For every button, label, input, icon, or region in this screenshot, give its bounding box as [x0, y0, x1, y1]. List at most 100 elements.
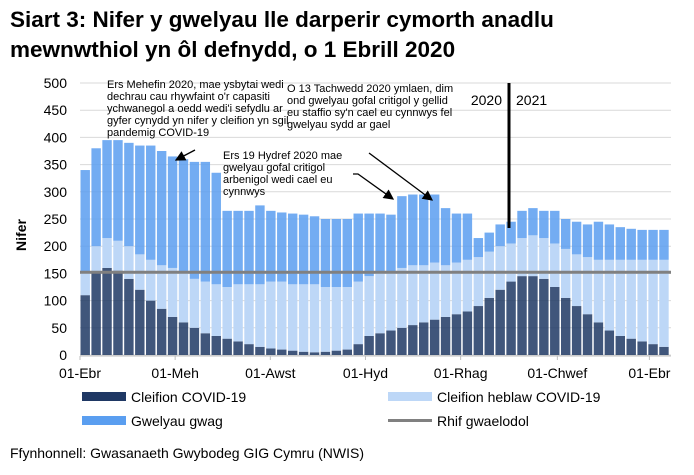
y-tick-label: 50	[51, 320, 67, 336]
bar-non-covid	[506, 243, 516, 282]
bar-empty-beds	[582, 224, 593, 258]
bar-covid	[200, 333, 211, 355]
legend-label-empty-beds: Gwelyau gwag	[131, 413, 223, 429]
bar-covid	[266, 348, 276, 355]
annotation-2-line: eu staffio sy'n cael eu cynnwys fel	[287, 107, 452, 119]
bar-empty-beds	[113, 140, 123, 241]
y-tick-label: 250	[44, 211, 68, 227]
bar-empty-beds	[124, 142, 134, 247]
bar-empty-beds	[517, 210, 527, 239]
bar-empty-beds	[408, 194, 418, 266]
chart-title-line-1: Siart 3: Nifer y gwelyau lle darperir cy…	[10, 7, 554, 32]
annotation-3-line: Ers 19 Hydref 2020 mae	[223, 150, 342, 162]
annotation-3: Ers 19 Hydref 2020 mae gwelyau gofal cri…	[223, 150, 342, 198]
bar-non-covid	[495, 246, 505, 290]
y-tick-label: 0	[59, 347, 67, 363]
bar-non-covid	[528, 235, 538, 277]
bar-covid	[80, 295, 90, 355]
bar-empty-beds	[604, 224, 615, 260]
bar-covid	[331, 350, 342, 355]
bar-empty-beds	[593, 221, 604, 260]
bar-non-covid	[462, 259, 473, 312]
bar-empty-beds	[571, 221, 582, 255]
bar-non-covid	[615, 259, 625, 336]
bar-covid	[582, 314, 593, 355]
bar-empty-beds	[287, 213, 298, 285]
bar-non-covid	[80, 273, 90, 296]
y-tick-label: 300	[44, 184, 68, 200]
bar-covid	[375, 333, 385, 355]
y-tick-label: 400	[44, 129, 68, 145]
bar-covid	[91, 273, 101, 355]
bar-empty-beds	[528, 208, 538, 236]
bar-empty-beds	[167, 156, 178, 268]
legend-swatch-empty-beds	[82, 416, 126, 425]
annotation-2: O 13 Tachwedd 2020 ymlaen, dim ond gwely…	[287, 83, 453, 131]
bar-empty-beds	[539, 210, 549, 239]
bar-empty-beds	[189, 161, 200, 279]
bar-covid	[528, 276, 538, 355]
bar-empty-beds	[550, 210, 560, 244]
annotation-1-line: gyfer cynydd yn nifer y cleifion yn sgil	[107, 115, 289, 127]
bar-covid	[211, 335, 221, 355]
bar-empty-beds	[102, 140, 112, 239]
bar-non-covid	[244, 284, 254, 345]
bar-non-covid	[320, 287, 331, 352]
bar-empty-beds	[80, 170, 90, 274]
bar-non-covid	[626, 259, 636, 339]
y-tick-label: 350	[44, 157, 68, 173]
annotation-3-line: cynnwys	[223, 186, 266, 198]
bar-covid	[146, 300, 156, 355]
bar-non-covid	[342, 287, 352, 350]
bar-covid	[320, 351, 331, 355]
bar-covid	[560, 297, 571, 355]
bar-covid	[637, 341, 647, 355]
bar-non-covid	[156, 265, 167, 309]
y-tick-label: 450	[44, 102, 68, 118]
annotation-2-arrow	[368, 152, 434, 201]
bar-covid	[429, 319, 440, 355]
bar-covid	[113, 270, 123, 355]
bar-covid	[571, 306, 582, 355]
bar-non-covid	[571, 254, 582, 307]
bar-empty-beds	[506, 221, 516, 244]
bar-empty-beds	[222, 210, 232, 287]
bar-empty-beds	[266, 210, 276, 282]
bar-empty-beds	[429, 194, 440, 263]
bar-empty-beds	[135, 145, 145, 255]
bar-non-covid	[375, 273, 385, 334]
bar-covid	[419, 322, 429, 355]
bar-non-covid	[364, 276, 374, 336]
annotation-2-line: ond gwelyau gofal critigol y gellid	[287, 95, 448, 107]
bar-non-covid	[113, 240, 123, 271]
bar-empty-beds	[484, 232, 494, 252]
bar-covid	[342, 349, 352, 355]
bar-empty-beds	[309, 216, 320, 285]
y-tick-label: 100	[44, 293, 68, 309]
x-tick-label: 01-Rhag	[434, 365, 488, 381]
y-axis-ticks: 0 50 100 150 200 250 300 350 400 450 500	[44, 75, 68, 363]
bar-non-covid	[178, 273, 189, 323]
bar-covid	[353, 344, 363, 355]
bar-empty-beds	[364, 213, 374, 277]
year-label-2020: 2020	[471, 92, 502, 108]
bar-covid	[648, 344, 658, 355]
bar-non-covid	[473, 257, 484, 307]
bar-non-covid	[167, 267, 178, 317]
bar-non-covid	[102, 238, 112, 268]
bar-covid	[244, 344, 254, 355]
bar-non-covid	[484, 251, 494, 298]
x-axis-ticks: 01-Ebr 01-Meh 01-Awst 01-Hyd 01-Rhag 01-Chwef…	[59, 355, 671, 381]
bar-non-covid	[593, 259, 604, 323]
bar-covid	[397, 327, 407, 355]
annotation-3-arrow	[353, 173, 395, 200]
legend-label-covid: Cleifion COVID-19	[131, 389, 246, 405]
bar-empty-beds	[648, 229, 658, 260]
bar-empty-beds	[244, 210, 254, 285]
bar-empty-beds	[320, 219, 331, 287]
x-tick-label: 01-Awst	[245, 365, 295, 381]
annotation-3-line: gwelyau gofal critigol	[223, 162, 325, 174]
bar-covid	[593, 322, 604, 355]
x-tick-label: 01-Ebr	[59, 365, 101, 381]
